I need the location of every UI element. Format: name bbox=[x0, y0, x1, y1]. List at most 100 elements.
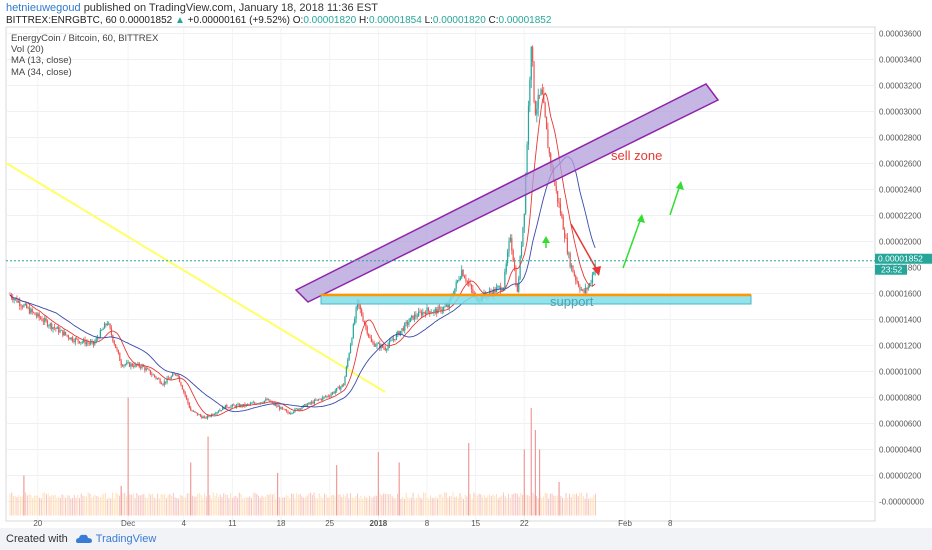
volume-bar bbox=[332, 494, 334, 516]
legend-ma34[interactable]: MA (34, close) bbox=[11, 66, 72, 78]
candle-body bbox=[224, 404, 227, 409]
candle-body bbox=[244, 403, 246, 407]
candle-body bbox=[324, 396, 327, 398]
candle-body bbox=[395, 334, 398, 340]
candle-body bbox=[420, 312, 423, 316]
volume-bar bbox=[473, 492, 475, 516]
volume-bar bbox=[59, 498, 61, 516]
candle-body bbox=[582, 289, 584, 291]
candle-body bbox=[564, 229, 566, 239]
candle-body bbox=[16, 298, 18, 303]
volume-bar bbox=[575, 493, 577, 516]
author-link[interactable]: hetnieuwegoud bbox=[6, 2, 81, 14]
volume-bar bbox=[151, 493, 153, 516]
volume-bar bbox=[202, 498, 204, 516]
y-tick-label: 0.00001400 bbox=[879, 316, 922, 325]
legend-vol[interactable]: Vol (20) bbox=[11, 44, 44, 56]
x-tick-label: 4 bbox=[182, 519, 187, 528]
candle-body bbox=[26, 303, 28, 309]
candle-body bbox=[493, 288, 495, 296]
candle-body bbox=[119, 353, 121, 361]
candle-body bbox=[262, 402, 264, 404]
volume-bar bbox=[520, 492, 522, 516]
volume-bar bbox=[106, 498, 108, 516]
volume-bar bbox=[483, 494, 485, 516]
volume-bar bbox=[516, 493, 518, 516]
volume-bar bbox=[280, 497, 282, 516]
candle-body bbox=[158, 378, 160, 380]
candle-body bbox=[126, 362, 128, 365]
volume-bar bbox=[535, 496, 537, 516]
candle-body bbox=[316, 399, 318, 401]
candle-body bbox=[156, 378, 158, 379]
volume-bar bbox=[334, 496, 336, 516]
volume-bar bbox=[19, 496, 21, 516]
candle-body bbox=[53, 327, 56, 328]
candle-body bbox=[583, 289, 585, 293]
low-value: 0.00001820 bbox=[432, 15, 486, 26]
candle-body bbox=[336, 388, 338, 391]
candle-body bbox=[426, 307, 428, 315]
candle-body bbox=[515, 269, 517, 286]
x-tick-label: Dec bbox=[121, 519, 135, 528]
volume-bar bbox=[410, 497, 412, 516]
candle-body bbox=[366, 326, 368, 334]
arrows bbox=[542, 181, 684, 276]
candle-body bbox=[298, 408, 300, 411]
price-chart[interactable]: sell zone support 0.000036000.000034000.… bbox=[0, 0, 932, 528]
volume-bar bbox=[537, 498, 539, 516]
candle-body bbox=[231, 404, 233, 407]
volume-bar bbox=[407, 497, 409, 516]
volume-bar bbox=[218, 497, 219, 516]
legend-title: EnergyCoin / Bitcoin, 60, BITTREX bbox=[11, 33, 159, 44]
volume-spike bbox=[558, 482, 560, 516]
candle-body bbox=[233, 404, 235, 406]
candle-body bbox=[301, 407, 303, 410]
x-tick-label: 11 bbox=[228, 519, 237, 528]
volume-bar bbox=[297, 494, 299, 516]
volume-spike bbox=[120, 485, 122, 516]
volume-bar bbox=[231, 498, 233, 516]
volume-bar bbox=[176, 497, 178, 516]
candle-body bbox=[519, 256, 521, 279]
candle-body bbox=[402, 328, 404, 331]
candle-body bbox=[133, 366, 135, 367]
volume-bar bbox=[171, 495, 173, 516]
volume-bar bbox=[167, 495, 169, 516]
volume-bar bbox=[44, 492, 46, 516]
volume-bar bbox=[132, 493, 134, 516]
legend-ma13[interactable]: MA (13, close) bbox=[11, 55, 72, 67]
volume-bar bbox=[282, 497, 284, 516]
volume-bar bbox=[344, 496, 346, 516]
volume-bar bbox=[351, 497, 353, 516]
volume-bar bbox=[30, 495, 32, 516]
candle-body bbox=[23, 304, 25, 308]
volume-spike bbox=[276, 472, 279, 516]
volume-bar bbox=[18, 495, 20, 516]
volume-bar bbox=[489, 494, 491, 516]
candle-body bbox=[354, 319, 356, 325]
candle-body bbox=[265, 399, 267, 401]
volume-bar bbox=[499, 497, 501, 516]
volume-bar bbox=[311, 494, 313, 516]
candle-body bbox=[85, 342, 88, 345]
candle-body bbox=[134, 364, 136, 367]
tradingview-brand[interactable]: TradingView bbox=[95, 533, 157, 545]
volume-bar bbox=[445, 492, 447, 516]
candle-body bbox=[24, 303, 26, 305]
candle-body bbox=[249, 403, 252, 405]
candle-body bbox=[113, 341, 115, 345]
candle-body bbox=[470, 284, 473, 290]
volume-bar bbox=[440, 494, 442, 516]
volume-bar bbox=[66, 495, 68, 516]
volume-bar bbox=[292, 493, 294, 516]
candle-body bbox=[247, 404, 249, 405]
candle-body bbox=[547, 129, 549, 149]
candle-body bbox=[498, 286, 500, 287]
volume-bar bbox=[515, 493, 517, 516]
volume-bar bbox=[416, 498, 418, 516]
candle-body bbox=[334, 390, 336, 394]
volume-bar bbox=[32, 498, 34, 516]
chart-pane bbox=[5, 26, 876, 522]
volume-bar bbox=[299, 493, 301, 516]
